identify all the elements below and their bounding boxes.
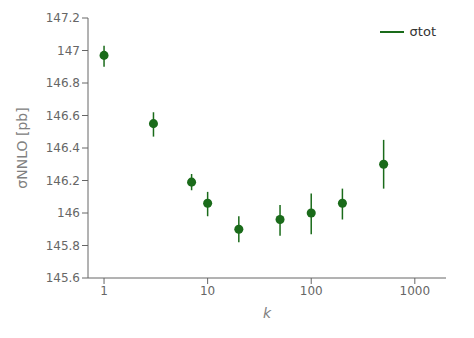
svg-text:147: 147 — [57, 44, 80, 58]
svg-text:σNNLO [pb]: σNNLO [pb] — [14, 107, 30, 188]
svg-text:146.4: 146.4 — [46, 141, 80, 155]
svg-text:1: 1 — [100, 284, 108, 298]
svg-text:146.2: 146.2 — [46, 174, 80, 188]
svg-text:147.2: 147.2 — [46, 11, 80, 25]
svg-text:10: 10 — [200, 284, 215, 298]
svg-text:146.8: 146.8 — [46, 76, 80, 90]
svg-text:145.6: 145.6 — [46, 271, 80, 285]
svg-text:k: k — [263, 305, 272, 321]
svg-text:145.8: 145.8 — [46, 239, 80, 253]
html-text:σtot: σtot — [409, 24, 436, 39]
svg-text:146.6: 146.6 — [46, 109, 80, 123]
svg-text:1000: 1000 — [400, 284, 431, 298]
svg-text:146: 146 — [57, 206, 80, 220]
svg-text:100: 100 — [300, 284, 323, 298]
